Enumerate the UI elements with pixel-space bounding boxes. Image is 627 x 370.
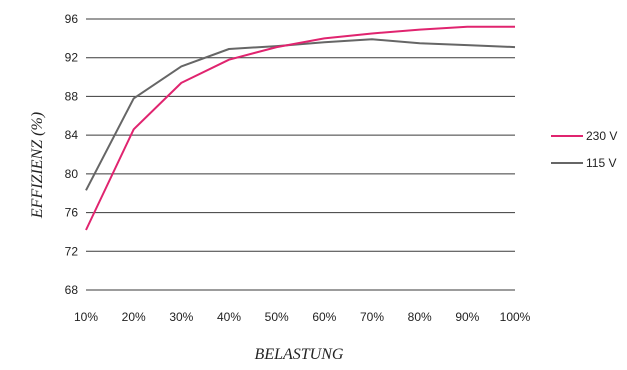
x-tick-label: 40% bbox=[217, 310, 241, 324]
x-tick-label: 100% bbox=[500, 310, 531, 324]
x-tick-label: 20% bbox=[122, 310, 146, 324]
y-tick-label: 68 bbox=[65, 283, 79, 297]
x-tick-labels: 10% 20% 30% 40% 50% 60% 70% 80% 90% 100% bbox=[74, 310, 531, 324]
legend-label: 230 V bbox=[586, 129, 617, 143]
grid-layer bbox=[86, 18, 515, 291]
y-tick-label: 72 bbox=[65, 244, 79, 258]
x-tick-label: 80% bbox=[408, 310, 432, 324]
x-tick-label: 70% bbox=[360, 310, 384, 324]
y-tick-label: 92 bbox=[65, 51, 79, 65]
y-tick-label: 88 bbox=[65, 89, 79, 103]
x-tick-label: 90% bbox=[455, 310, 479, 324]
y-axis-title: EFFIZIENZ (%) bbox=[29, 112, 46, 219]
series-line-230v bbox=[85, 25, 515, 231]
x-tick-label: 10% bbox=[74, 310, 98, 324]
x-tick-label: 30% bbox=[169, 310, 193, 324]
legend-label: 115 V bbox=[586, 156, 616, 170]
x-tick-label: 60% bbox=[312, 310, 336, 324]
x-tick-label: 50% bbox=[265, 310, 289, 324]
y-tick-label: 84 bbox=[65, 128, 79, 142]
y-tick-label: 76 bbox=[65, 206, 79, 220]
y-tick-label: 96 bbox=[65, 12, 79, 26]
series-line-115v bbox=[85, 38, 516, 191]
legend: 230 V 115 V bbox=[551, 129, 617, 170]
y-tick-labels: 68 72 76 80 84 88 92 96 bbox=[65, 12, 79, 297]
y-tick-label: 80 bbox=[65, 167, 79, 181]
x-axis-title: BELASTUNG bbox=[255, 346, 344, 363]
series-layer bbox=[85, 25, 516, 231]
